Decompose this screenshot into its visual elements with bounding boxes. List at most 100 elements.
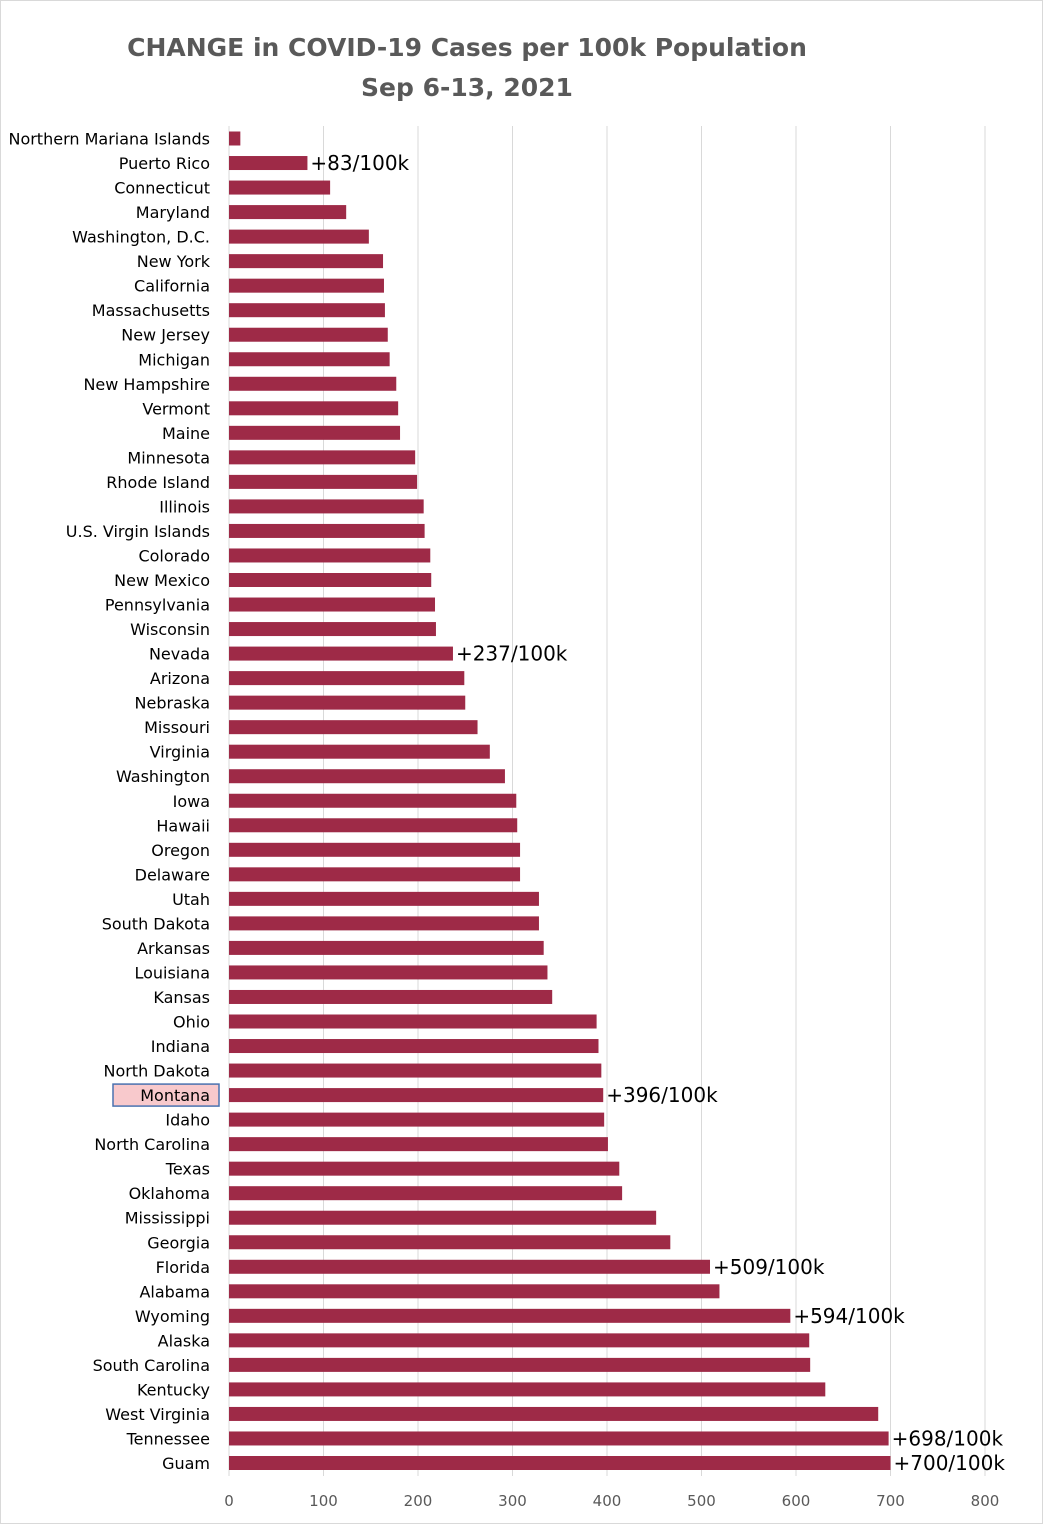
category-label-mississippi: Mississippi xyxy=(125,1209,210,1228)
bar-connecticut xyxy=(229,180,331,195)
annotation-nevada: +237/100k xyxy=(456,642,568,666)
category-label-washington: Washington xyxy=(116,767,210,786)
category-label-new-mexico: New Mexico xyxy=(114,571,210,590)
bar-new-hampshire xyxy=(229,376,397,391)
annotation-puerto-rico: +83/100k xyxy=(310,151,409,175)
category-label-illinois: Illinois xyxy=(159,497,210,516)
category-label-michigan: Michigan xyxy=(138,350,210,369)
bar-alabama xyxy=(229,1284,720,1299)
category-label-missouri: Missouri xyxy=(144,718,210,737)
bar-massachusetts xyxy=(229,303,385,318)
x-tick-label: 400 xyxy=(593,1492,622,1510)
bar-montana xyxy=(229,1088,604,1103)
bar-louisiana xyxy=(229,965,548,980)
bar-idaho xyxy=(229,1112,605,1127)
x-tick-label: 600 xyxy=(782,1492,811,1510)
category-label-florida: Florida xyxy=(156,1258,210,1277)
bar-wyoming xyxy=(229,1308,791,1323)
category-label-tennessee: Tennessee xyxy=(126,1429,210,1448)
category-label-washington-d-c: Washington, D.C. xyxy=(72,228,210,247)
bar-maine xyxy=(229,425,401,440)
category-label-nebraska: Nebraska xyxy=(135,694,210,713)
category-label-west-virginia: West Virginia xyxy=(105,1405,210,1424)
bar-maryland xyxy=(229,205,347,220)
category-label-oregon: Oregon xyxy=(151,841,210,860)
bar-guam xyxy=(229,1456,891,1470)
category-label-ohio: Ohio xyxy=(173,1013,210,1032)
category-label-northern-mariana-islands: Northern Mariana Islands xyxy=(8,130,210,149)
bar-mississippi xyxy=(229,1210,657,1225)
category-label-south-carolina: South Carolina xyxy=(93,1356,210,1375)
category-label-louisiana: Louisiana xyxy=(134,963,210,982)
category-label-minnesota: Minnesota xyxy=(127,448,210,467)
category-label-california: California xyxy=(134,277,210,296)
category-labels: Northern Mariana Islands Puerto Rico Conne… xyxy=(8,130,220,1473)
category-label-kentucky: Kentucky xyxy=(137,1380,210,1399)
bar-kentucky xyxy=(229,1382,826,1397)
category-label-montana: Montana xyxy=(140,1086,210,1105)
bar-oklahoma xyxy=(229,1186,623,1201)
x-tick-label: 300 xyxy=(498,1492,527,1510)
bar-nevada xyxy=(229,646,453,661)
bar-new-mexico xyxy=(229,573,432,587)
category-label-new-jersey: New Jersey xyxy=(121,326,210,345)
bar-north-carolina xyxy=(229,1137,608,1152)
category-label-vermont: Vermont xyxy=(142,399,210,418)
bar-north-dakota xyxy=(229,1063,602,1078)
bar-illinois xyxy=(229,499,424,514)
category-label-rhode-island: Rhode Island xyxy=(106,473,210,492)
category-label-massachusetts: Massachusetts xyxy=(92,301,210,320)
bar-georgia xyxy=(229,1235,671,1250)
category-label-utah: Utah xyxy=(172,890,210,909)
category-label-iowa: Iowa xyxy=(173,792,210,811)
bar-florida xyxy=(229,1259,711,1274)
category-label-puerto-rico: Puerto Rico xyxy=(119,154,210,173)
bar-hawaii xyxy=(229,818,518,833)
bar-delaware xyxy=(229,867,521,882)
category-label-alaska: Alaska xyxy=(158,1331,210,1350)
category-label-indiana: Indiana xyxy=(151,1037,210,1056)
category-label-north-dakota: North Dakota xyxy=(103,1062,210,1081)
x-tick-label: 0 xyxy=(224,1492,234,1510)
category-label-u-s-virgin-islands: U.S. Virgin Islands xyxy=(66,522,210,541)
x-tick-label: 200 xyxy=(404,1492,433,1510)
bar-west-virginia xyxy=(229,1406,879,1421)
category-label-south-dakota: South Dakota xyxy=(102,914,210,933)
category-label-alabama: Alabama xyxy=(139,1282,210,1301)
bar-wisconsin xyxy=(229,622,436,637)
bar-minnesota xyxy=(229,450,416,465)
annotation-tennessee: +698/100k xyxy=(892,1426,1004,1450)
category-label-north-carolina: North Carolina xyxy=(94,1135,210,1154)
x-tick-label: 800 xyxy=(971,1492,1000,1510)
bar-virginia xyxy=(229,744,490,759)
bar-alaska xyxy=(229,1333,810,1348)
bar-tennessee xyxy=(229,1431,889,1446)
category-label-maine: Maine xyxy=(162,424,210,443)
category-label-new-hampshire: New Hampshire xyxy=(83,375,210,394)
chart-subtitle: Sep 6-13, 2021 xyxy=(361,73,573,102)
bar-south-dakota xyxy=(229,916,539,931)
annotation-florida: +509/100k xyxy=(713,1255,825,1279)
bar-northern-mariana-islands xyxy=(229,131,241,146)
bar-washington xyxy=(229,769,505,784)
bar-u-s-virgin-islands xyxy=(229,523,425,538)
category-label-maryland: Maryland xyxy=(136,203,210,222)
bar-california xyxy=(229,278,384,293)
category-label-arkansas: Arkansas xyxy=(137,939,210,958)
chart-title: CHANGE in COVID-19 Cases per 100k Popula… xyxy=(127,33,807,62)
category-label-delaware: Delaware xyxy=(135,865,210,884)
bar-kansas xyxy=(229,989,553,1004)
category-label-nevada: Nevada xyxy=(149,645,210,664)
bar-nebraska xyxy=(229,695,466,710)
bar-arizona xyxy=(229,671,465,686)
category-label-connecticut: Connecticut xyxy=(114,179,210,198)
bar-missouri xyxy=(229,720,478,735)
annotation-wyoming: +594/100k xyxy=(793,1304,905,1328)
bar-puerto-rico xyxy=(229,156,308,171)
bars xyxy=(229,131,891,1470)
category-label-idaho: Idaho xyxy=(165,1111,210,1130)
category-label-wisconsin: Wisconsin xyxy=(130,620,210,639)
bar-vermont xyxy=(229,401,399,416)
